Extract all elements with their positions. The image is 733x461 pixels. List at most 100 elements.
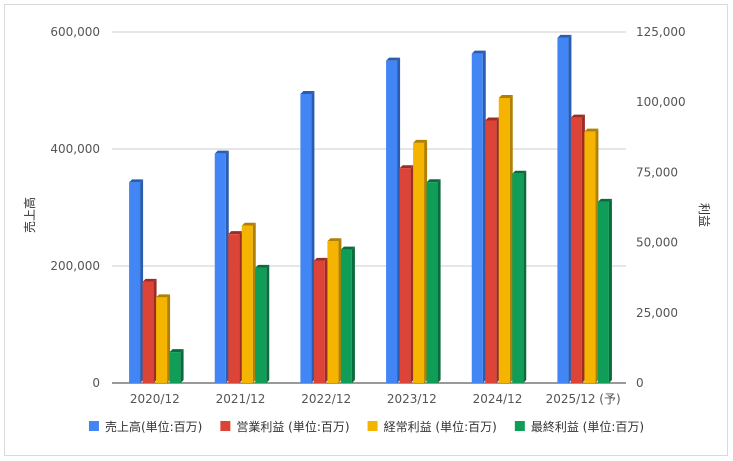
- legend-label: 営業利益 (単位:百万): [236, 419, 349, 434]
- bar-top: [557, 34, 572, 38]
- bar-side: [140, 179, 144, 383]
- bar-top: [399, 165, 414, 169]
- bar: [214, 153, 226, 383]
- legend-item: 経常利益 (単位:百万): [367, 419, 497, 434]
- bar: [557, 37, 569, 383]
- bar: [399, 168, 411, 383]
- bar-side: [153, 278, 157, 383]
- bar: [471, 53, 483, 384]
- bar: [142, 281, 154, 383]
- bar-top: [386, 57, 401, 61]
- x-tick-label: 2021/12: [216, 392, 266, 406]
- bar-side: [266, 264, 270, 383]
- bar-top: [156, 294, 171, 298]
- legend-swatch: [88, 421, 99, 431]
- bar-top: [584, 128, 599, 132]
- right-tick-label: 75,000: [636, 165, 678, 179]
- bar-side: [424, 139, 428, 383]
- right-tick-label: 50,000: [636, 236, 678, 250]
- bar-top: [300, 91, 315, 95]
- bar-top: [471, 50, 486, 54]
- bar-side: [608, 198, 612, 383]
- left-axis-ticks: 0 200,000 400,000 600,000: [50, 25, 100, 390]
- bar: [570, 117, 582, 384]
- x-tick-label: 2023/12: [387, 392, 437, 406]
- bar-top: [597, 198, 612, 202]
- bar: [386, 60, 398, 383]
- bar-side: [523, 170, 527, 383]
- bar-top: [512, 170, 527, 174]
- bar: [426, 182, 438, 383]
- bar-side: [496, 117, 500, 384]
- bar-side: [239, 231, 243, 383]
- bar-top: [241, 222, 256, 226]
- bar: [228, 234, 240, 383]
- bar-side: [351, 246, 355, 383]
- legend-swatch: [220, 421, 231, 431]
- bar-side: [311, 91, 315, 383]
- bar: [241, 225, 253, 383]
- bar-side: [437, 179, 441, 383]
- bar: [413, 142, 425, 383]
- legend-item: 売上高(単位:百万): [88, 419, 202, 434]
- bar-top: [426, 179, 441, 183]
- bar-top: [340, 246, 355, 250]
- legend-item: 営業利益 (単位:百万): [220, 419, 350, 434]
- bar-top: [327, 238, 342, 242]
- right-tick-label: 100,000: [636, 95, 686, 109]
- legend-label: 売上高(単位:百万): [105, 419, 202, 434]
- bar-side: [410, 165, 414, 383]
- bar-top: [413, 139, 428, 143]
- bar-top: [214, 150, 229, 154]
- legend: 売上高(単位:百万) 営業利益 (単位:百万) 経常利益 (単位:百万) 最終利益 (…: [88, 419, 644, 434]
- x-tick-label: 2020/12: [130, 392, 180, 406]
- left-tick-label: 400,000: [50, 142, 100, 156]
- x-axis-ticks: 2020/12 2021/12 2022/12 2023/12 2024/12 2025/…: [130, 392, 621, 406]
- legend-swatch: [514, 421, 525, 431]
- bar: [129, 182, 141, 383]
- bar-side: [595, 128, 599, 383]
- bar: [313, 260, 325, 383]
- right-axis-ticks: 0 25,000 50,000 75,000 100,000 125,000: [636, 25, 686, 390]
- right-tick-label: 125,000: [636, 25, 686, 39]
- legend-item: 最終利益 (単位:百万): [514, 419, 644, 434]
- bar-top: [129, 179, 144, 183]
- bar-top: [498, 94, 513, 98]
- bar-side: [568, 34, 572, 383]
- legend-label: 最終利益 (単位:百万): [531, 419, 644, 434]
- bar-side: [180, 349, 184, 383]
- right-tick-label: 0: [636, 376, 644, 390]
- bar: [300, 94, 312, 383]
- bar-side: [509, 94, 513, 383]
- right-tick-label: 25,000: [636, 306, 678, 320]
- bar: [485, 120, 497, 384]
- right-axis-title: 利益: [697, 203, 711, 227]
- bar-top: [255, 264, 270, 268]
- bar-side: [338, 238, 342, 383]
- bar-top: [485, 117, 500, 121]
- grid-lines: [112, 31, 626, 384]
- bar: [169, 352, 181, 383]
- left-tick-label: 600,000: [50, 25, 100, 39]
- bar-side: [324, 257, 328, 383]
- legend-swatch: [367, 421, 378, 431]
- bar: [255, 267, 267, 383]
- x-tick-label: 2024/12: [473, 392, 523, 406]
- bar-top: [142, 278, 157, 282]
- bar-side: [252, 222, 256, 383]
- bar-top: [570, 114, 585, 118]
- bar: [597, 201, 609, 383]
- x-tick-label: 2025/12 (予): [546, 392, 621, 406]
- bar: [340, 249, 352, 383]
- bar-side: [225, 150, 229, 383]
- bar: [498, 97, 510, 383]
- bar: [156, 297, 168, 383]
- bar-top: [169, 349, 184, 353]
- bar-side: [167, 294, 171, 383]
- legend-label: 経常利益 (単位:百万): [384, 419, 497, 434]
- bar-top: [228, 231, 243, 235]
- bar-side: [482, 50, 486, 384]
- bars: [129, 34, 612, 384]
- left-axis-title: 売上高: [22, 197, 37, 233]
